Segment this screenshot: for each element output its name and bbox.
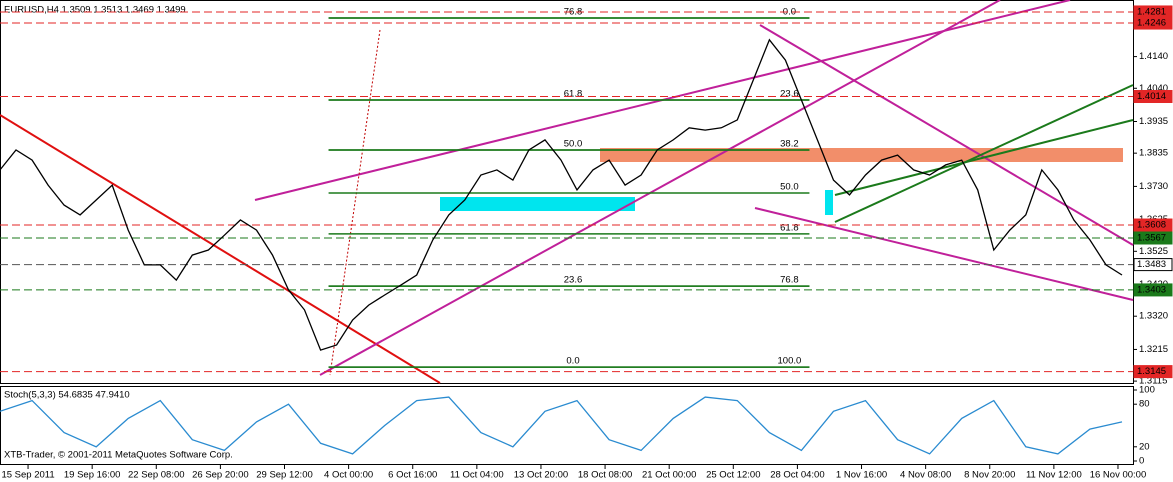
y-tick-label: 20 [1139, 441, 1150, 452]
y-tick-label: 1.3935 [1139, 116, 1168, 127]
chart-title: Stoch(5,3,3) 54.6835 47.9410 [4, 390, 130, 401]
fib-label: 50.0 [564, 139, 583, 150]
level-box [1133, 218, 1173, 232]
chart-title: EURUSD,H4 1.3509 1.3513 1.3469 1.3499 [4, 5, 186, 16]
level-label: 1.3145 [1137, 366, 1166, 377]
zone [440, 197, 635, 211]
x-tick-label: 15 Sep 2011 [1, 470, 54, 481]
fib-label: 0.0 [783, 6, 796, 17]
zone [825, 190, 833, 215]
y-tick-label: 0 [1139, 456, 1144, 467]
x-tick-label: 29 Sep 12:00 [256, 470, 313, 481]
fib-label: 100.0 [778, 356, 802, 367]
fib-label: 0.0 [566, 356, 579, 367]
fib-label: 38.2 [780, 139, 799, 150]
level-label: 1.4014 [1137, 91, 1166, 102]
main-panel [0, 0, 1134, 384]
y-tick-label: 80 [1139, 399, 1150, 410]
y-tick-label: 1.3215 [1139, 344, 1168, 355]
level-label: 1.3608 [1137, 220, 1166, 231]
fib-label: 23.6 [564, 275, 583, 286]
level-label: 1.3567 [1137, 233, 1166, 244]
y-tick-label: 1.3525 [1139, 246, 1168, 257]
level-box [1133, 365, 1173, 379]
x-tick-label: 11 Oct 04:00 [450, 470, 504, 481]
y-tick-label: 1.3835 [1139, 148, 1168, 159]
y-tick-label: 1.3730 [1139, 181, 1168, 192]
x-tick-label: 8 Nov 20:00 [964, 470, 1015, 481]
x-tick-label: 26 Sep 20:00 [192, 470, 249, 481]
fib-label: 61.8 [564, 88, 583, 99]
trend-line [834, 84, 1134, 223]
level-box [1133, 258, 1173, 272]
x-tick-label: 21 Oct 00:00 [642, 470, 696, 481]
x-tick-label: 4 Nov 08:00 [900, 470, 951, 481]
trend-line [319, 0, 1001, 376]
fib-label: 76.8 [780, 275, 799, 286]
trend-line [759, 24, 1134, 246]
level-box [1133, 89, 1173, 103]
level-label: 1.4246 [1137, 18, 1166, 29]
y-tick-label: 100 [1139, 385, 1155, 396]
level-label: 1.4281 [1137, 6, 1166, 17]
x-tick-label: 22 Sep 08:00 [128, 470, 185, 481]
x-tick-label: 4 Oct 00:00 [324, 470, 373, 481]
x-tick-label: 19 Sep 16:00 [64, 470, 121, 481]
x-tick-label: 25 Oct 12:00 [706, 470, 760, 481]
trend-line [834, 119, 1134, 196]
trend-line [0, 114, 441, 384]
level-label: 1.3403 [1137, 284, 1166, 295]
y-tick-label: 1.4040 [1139, 83, 1168, 94]
trend-line [754, 207, 1134, 301]
x-tick-label: 6 Oct 16:00 [388, 470, 437, 481]
x-tick-label: 1 Nov 16:00 [836, 470, 887, 481]
x-tick-label: 28 Oct 04:00 [770, 470, 824, 481]
zone [600, 148, 1123, 162]
x-tick-label: 13 Oct 20:00 [514, 470, 568, 481]
copyright: XTB-Trader, © 2001-2011 MetaQuotes Softw… [4, 450, 233, 461]
level-label: 1.3483 [1137, 259, 1166, 270]
y-tick-label: 1.3320 [1139, 311, 1168, 322]
y-tick-label: 1.3115 [1139, 376, 1167, 387]
fib-label: 76.8 [564, 6, 583, 17]
level-box [1133, 16, 1173, 30]
x-tick-label: 11 Nov 12:00 [1026, 470, 1082, 481]
y-tick-label: 1.4140 [1139, 51, 1168, 62]
fib-label: 50.0 [780, 182, 799, 193]
price-line [0, 38, 1123, 351]
x-tick-label: 18 Oct 08:00 [578, 470, 632, 481]
stoch-panel [0, 386, 1134, 465]
price-line [0, 396, 1123, 455]
level-box [1133, 231, 1173, 245]
fib-label: 23.6 [780, 88, 799, 99]
level-box [1133, 283, 1173, 297]
x-tick-label: 16 Nov 00:00 [1090, 470, 1147, 481]
fib-label: 61.8 [780, 222, 799, 233]
